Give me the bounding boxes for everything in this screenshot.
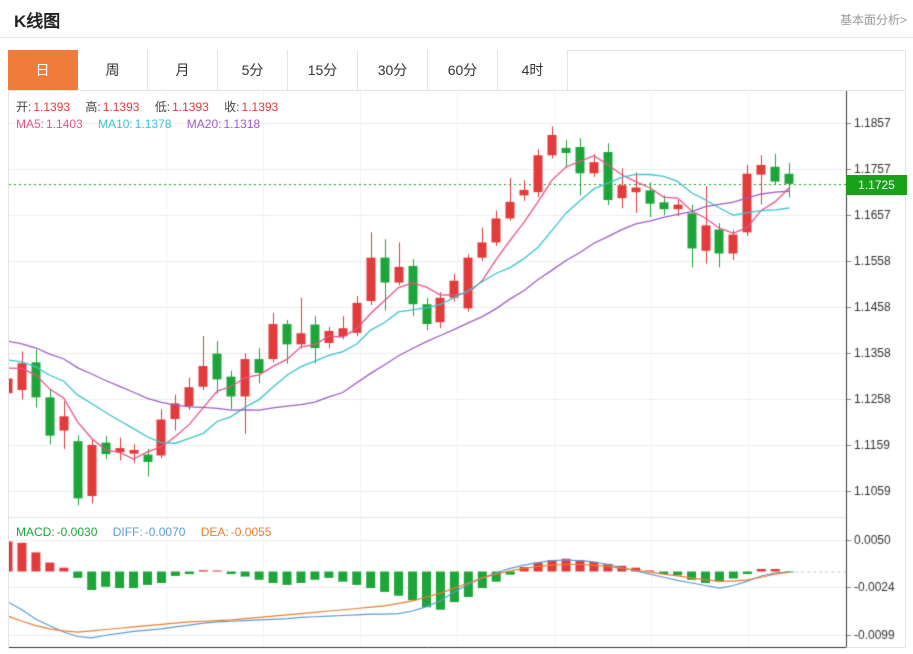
- tab-5min[interactable]: 5分: [218, 50, 288, 90]
- tab-30min[interactable]: 30分: [358, 50, 428, 90]
- title-divider: [0, 37, 913, 38]
- tab-15min[interactable]: 15分: [288, 50, 358, 90]
- kline-chart-canvas[interactable]: [9, 91, 906, 649]
- tab-60min[interactable]: 60分: [428, 50, 498, 90]
- page-title: K线图: [14, 12, 61, 31]
- tab-4hour[interactable]: 4时: [498, 50, 568, 90]
- tab-month[interactable]: 月: [148, 50, 218, 90]
- tab-day[interactable]: 日: [8, 50, 78, 90]
- tab-week[interactable]: 周: [78, 50, 148, 90]
- period-tab-bar: 日周月 5分 15分 30分 60分 4时: [8, 50, 906, 91]
- fundamental-analysis-link[interactable]: 基本面分析>: [839, 13, 907, 27]
